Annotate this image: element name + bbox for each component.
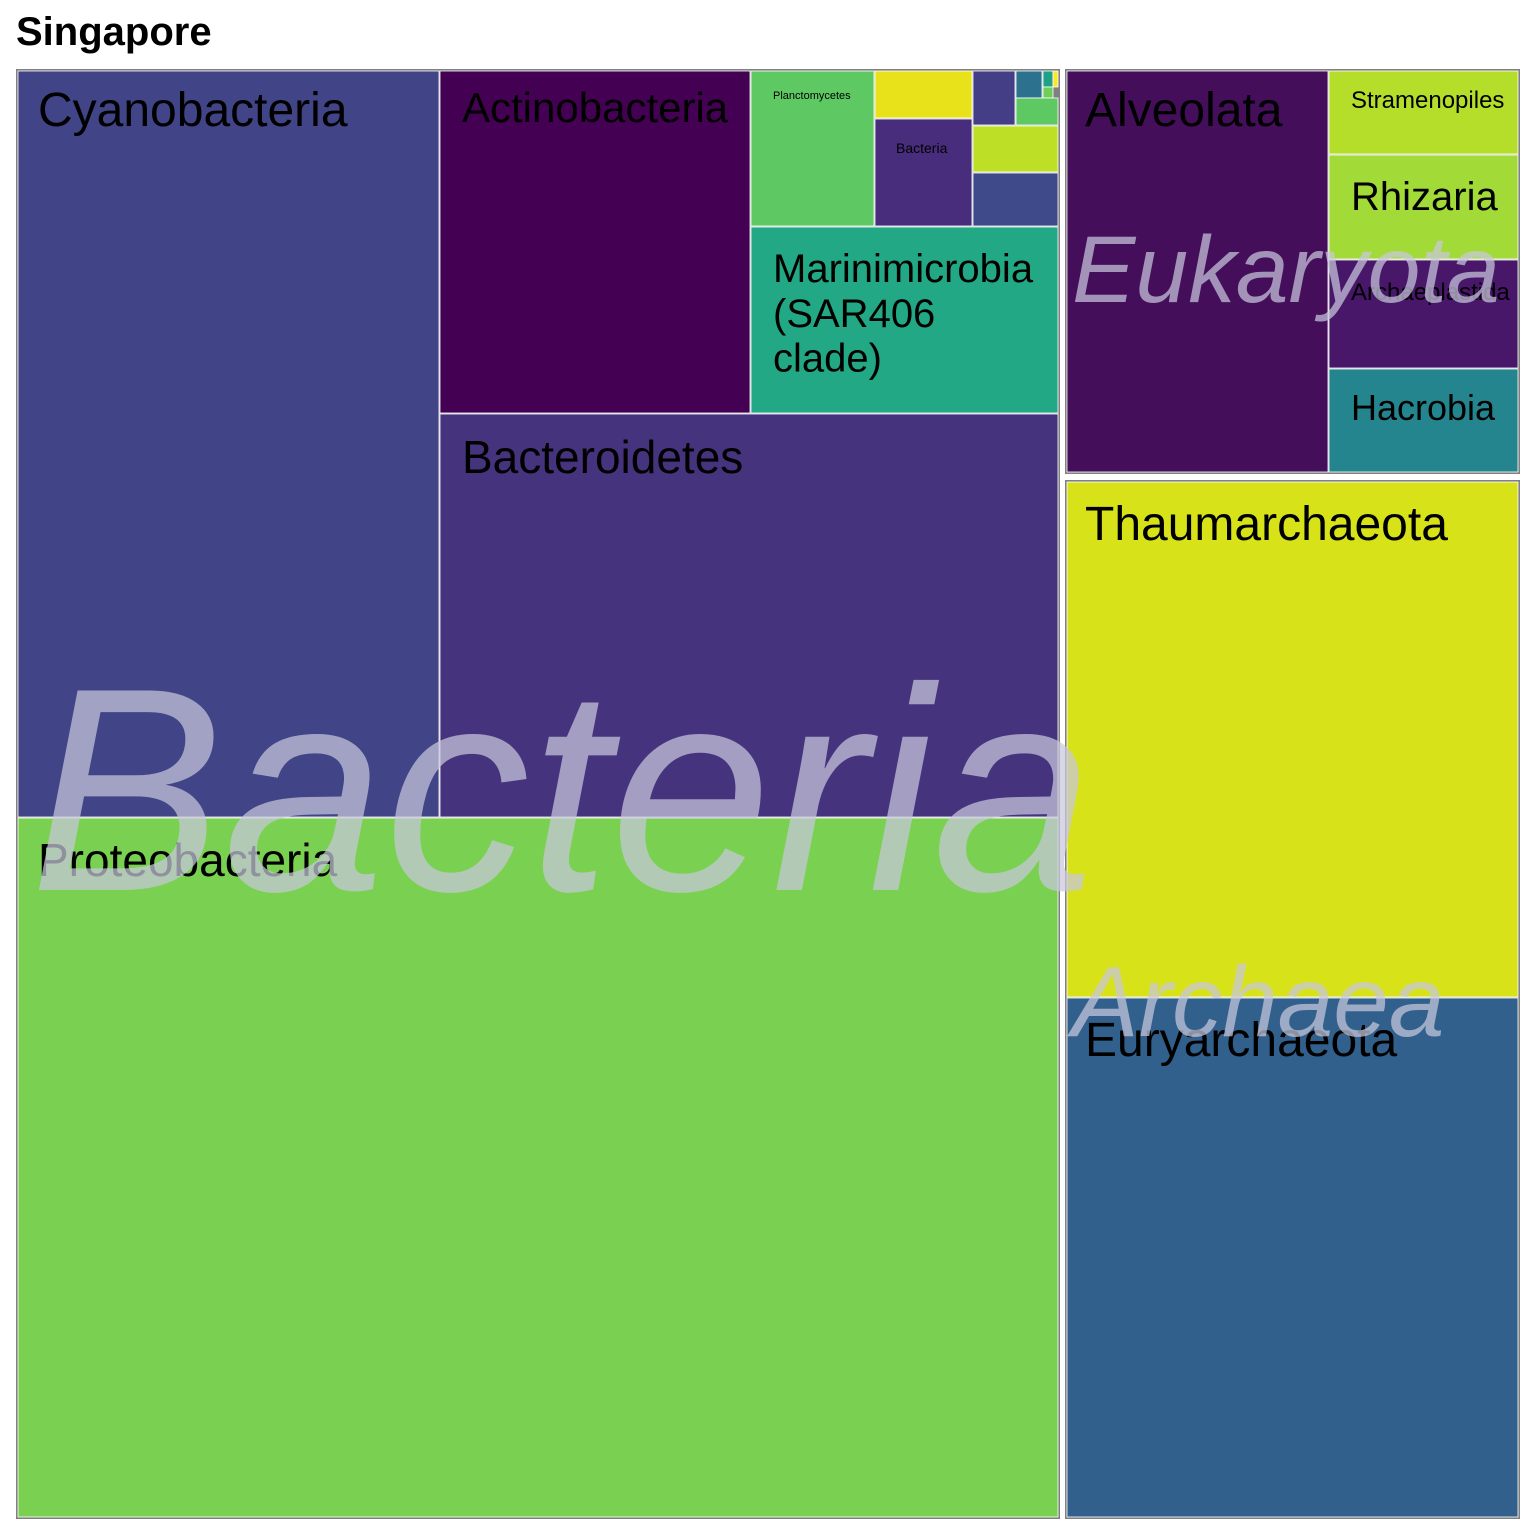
- tile-bacteria-unlabeled-5: [972, 70, 1016, 126]
- tile-label-hacrobia: Hacrobia: [1351, 387, 1496, 428]
- tile-bacteria-unlabeled-10: [1015, 97, 1059, 126]
- tile-bacteria-bacteria: [874, 118, 973, 227]
- tile-bacteria-unlabeled-12: [972, 172, 1059, 227]
- tile-eukaryota-alveolata: [1066, 70, 1329, 473]
- tile-label-archaeplastida: Archaeplastida: [1351, 279, 1510, 306]
- tile-eukaryota-rhizaria: [1328, 154, 1519, 260]
- tile-label-marinimicrobia-sar406-clade: Marinimicrobia (SAR406 clade): [773, 247, 1034, 381]
- tile-bacteria-unlabeled-6: [1015, 70, 1043, 99]
- tile-label-alveolata: Alveolata: [1085, 84, 1283, 137]
- tile-bacteria-marinimicrobia-sar406-clade: [750, 226, 1059, 414]
- tile-bacteria-bacteroidetes: [439, 413, 1059, 818]
- tile-bacteria-planctomycetes: [750, 70, 875, 227]
- tile-label-proteobacteria: Proteobacteria: [38, 834, 338, 886]
- tile-label-actinobacteria: Actinobacteria: [462, 84, 729, 131]
- group-label-bacteria: Bacteria: [30, 628, 1094, 952]
- tile-label-planctomycetes: Planctomycetes: [773, 90, 851, 102]
- tile-label-bacteria: Bacteria: [896, 140, 948, 156]
- chart-title: Singapore: [16, 10, 212, 54]
- tile-bacteria-unlabeled-11: [972, 125, 1059, 173]
- tile-bacteria-actinobacteria: [439, 70, 751, 414]
- tile-eukaryota-hacrobia: [1328, 368, 1519, 473]
- tile-bacteria-unlabeled-7: [1042, 70, 1054, 88]
- tile-eukaryota-archaeplastida: [1328, 259, 1519, 369]
- tile-bacteria-unlabeled-8: [1042, 86, 1054, 99]
- tile-label-thaumarchaeota: Thaumarchaeota: [1085, 498, 1448, 551]
- tile-bacteria-unlabeled-3: [874, 70, 973, 119]
- tile-label-rhizaria: Rhizaria: [1351, 175, 1498, 219]
- tile-archaea-thaumarchaeota: [1066, 481, 1519, 998]
- group-label-archaea: Archaea: [1067, 946, 1444, 1058]
- tile-label-stramenopiles: Stramenopiles: [1351, 87, 1504, 114]
- tile-archaea-euryarchaeota: [1066, 997, 1519, 1518]
- group-label-eukaryota: Eukaryota: [1072, 217, 1500, 323]
- tile-eukaryota-stramenopiles: [1328, 70, 1519, 155]
- tile-bacteria-cyanobacteria: [17, 70, 440, 818]
- tile-label-cyanobacteria: Cyanobacteria: [38, 84, 348, 137]
- tile-label-bacteroidetes: Bacteroidetes: [462, 431, 743, 483]
- tile-label-euryarchaeota: Euryarchaeota: [1085, 1014, 1397, 1067]
- tile-bacteria-proteobacteria: [17, 817, 1059, 1518]
- tile-bacteria-unlabeled-9: [1052, 70, 1059, 88]
